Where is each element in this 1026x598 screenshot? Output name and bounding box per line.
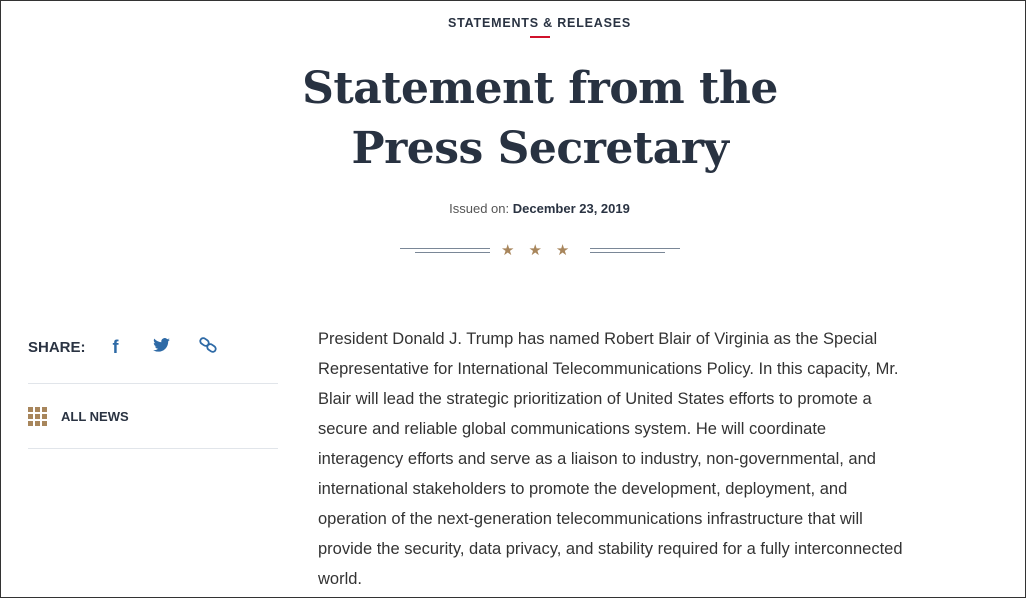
body-line: secure and reliable global communication… <box>318 420 827 438</box>
body-line: operation of the next-generation telecom… <box>318 510 863 528</box>
accent-bar <box>530 36 550 38</box>
twitter-icon[interactable] <box>152 338 172 357</box>
body-line: Blair will lead the strategic prioritiza… <box>318 390 872 408</box>
body-line: interagency efforts and serve as a liais… <box>318 450 876 468</box>
share-label: SHARE: <box>28 339 86 356</box>
sidebar-divider <box>28 383 278 384</box>
issued-date: Issued on: December 23, 2019 <box>1 201 1025 216</box>
facebook-icon[interactable]: f <box>112 337 119 357</box>
body-line: provide the security, data privacy, and … <box>318 540 903 558</box>
body-line: world. <box>318 570 363 588</box>
issued-label: Issued on: <box>449 201 510 216</box>
category-link[interactable]: STATEMENTS & RELEASES <box>447 16 632 30</box>
body-line: Representative for International Telecom… <box>318 360 899 378</box>
divider-line <box>590 252 665 253</box>
divider-line <box>590 248 680 249</box>
body-line: President Donald J. Trump has named Robe… <box>318 330 878 348</box>
all-news-label: ALL NEWS <box>61 409 129 424</box>
divider-line <box>400 248 490 249</box>
link-icon[interactable] <box>198 337 218 358</box>
stars-ornament: ★★★ <box>501 242 584 259</box>
all-news-link[interactable]: ALL NEWS <box>28 407 129 426</box>
share-bar: SHARE: f <box>28 337 244 358</box>
article-body: President Donald J. Trump has named Robe… <box>318 324 958 594</box>
issued-date-value: December 23, 2019 <box>512 201 630 216</box>
body-line: international stakeholders to promote th… <box>318 480 848 498</box>
divider-line <box>415 252 490 253</box>
grid-icon <box>28 407 47 426</box>
page-title: Statement from the Press Secretary <box>302 63 778 174</box>
sidebar-divider <box>28 448 278 449</box>
